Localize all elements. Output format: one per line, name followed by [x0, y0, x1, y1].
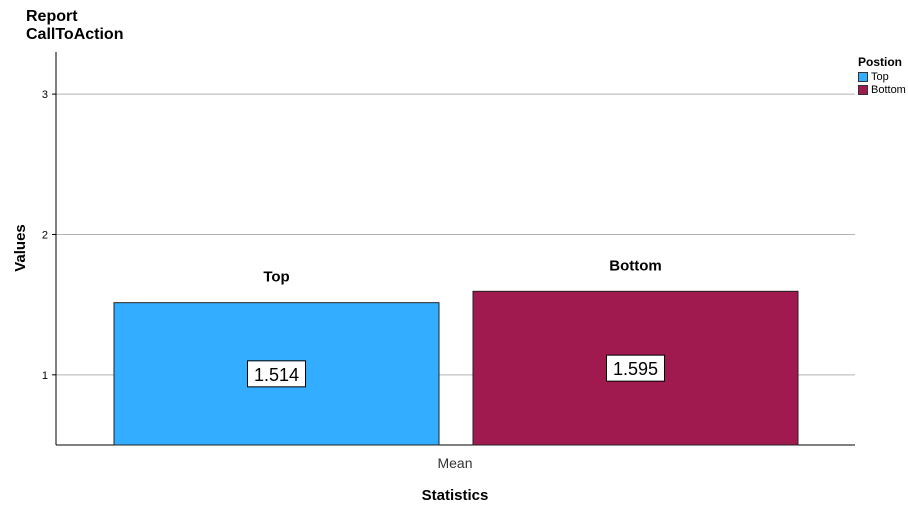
y-tick-label-2: 2: [42, 229, 48, 241]
legend: Postion Top Bottom: [858, 55, 906, 96]
data-label-bottom: 1.595: [613, 359, 658, 379]
legend-item-top: Top: [858, 70, 906, 83]
legend-label-bottom: Bottom: [871, 83, 906, 96]
legend-swatch-bottom: [858, 84, 868, 95]
legend-item-bottom: Bottom: [858, 83, 906, 96]
legend-label-top: Top: [871, 70, 889, 83]
y-tick-label-3: 3: [42, 89, 48, 101]
data-label-box-top: [247, 360, 306, 388]
y-axis-title: Values: [12, 224, 29, 272]
legend-swatch-top: [858, 71, 868, 82]
x-axis-title: Statistics: [422, 487, 489, 504]
chart-title-block: Report CallToAction: [26, 8, 123, 44]
bar-series-label-bottom: Bottom: [609, 257, 662, 274]
data-label-top: 1.514: [254, 365, 299, 385]
x-category-label: Mean: [437, 455, 472, 471]
legend-title: Postion: [858, 55, 902, 69]
chart-subtitle: CallToAction: [26, 26, 124, 43]
chart-title: Report: [26, 8, 78, 25]
data-label-box-bottom: [606, 354, 665, 382]
y-tick-label-1: 1: [42, 370, 48, 382]
bar-series-label-top: Top: [263, 269, 289, 286]
